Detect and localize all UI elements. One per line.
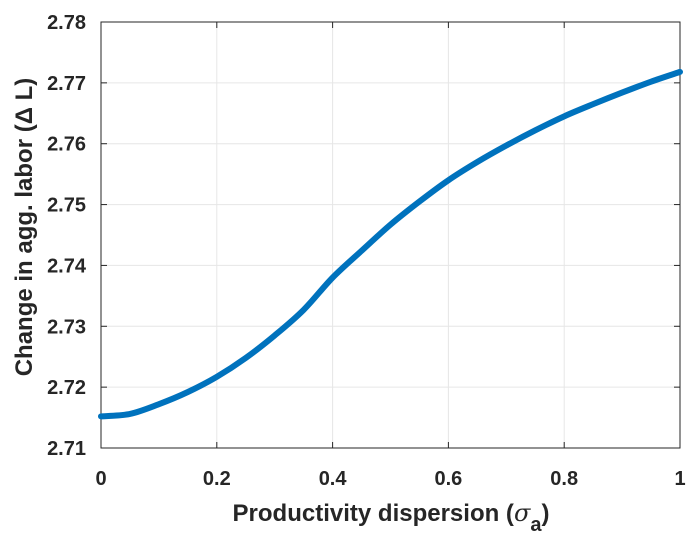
x-tick-label: 0.8 [550,468,578,490]
x-tick-label: 0.4 [319,468,348,490]
y-axis-label: Change in agg. labor (Δ L) [11,78,38,377]
x-tick-label: 1 [674,468,685,490]
ticks [100,21,681,449]
x-tick-labels: 0 0.2 0.4 0.6 0.8 1 [95,468,685,490]
y-tick-label: 2.76 [47,134,86,156]
x-axis-label: Productivity dispersion (σa) [233,499,550,534]
y-tick-label: 2.75 [47,195,86,217]
y-tick-label: 2.72 [47,377,86,399]
x-tick-label: 0 [95,468,106,490]
y-tick-label: 2.73 [47,316,86,338]
grid [100,21,681,449]
y-tick-label: 2.74 [47,255,87,277]
y-tick-label: 2.77 [47,73,86,95]
y-tick-labels: 2.71 2.72 2.73 2.74 2.75 2.76 2.77 2.78 [47,12,87,460]
y-tick-label: 2.71 [47,438,86,460]
x-tick-label: 0.6 [434,468,462,490]
x-tick-label: 0.2 [203,468,231,490]
y-tick-label: 2.78 [47,12,86,34]
series-line [98,68,683,420]
axes-box [100,21,681,449]
